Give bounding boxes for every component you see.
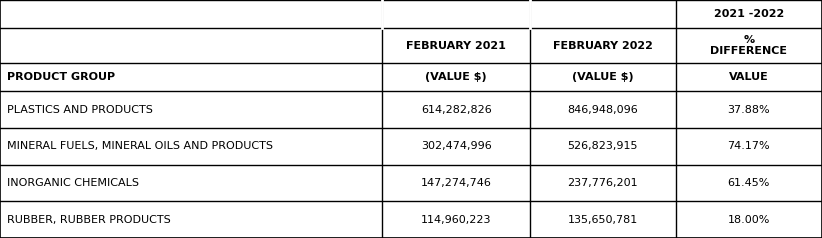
Text: %
DIFFERENCE: % DIFFERENCE [710, 35, 787, 56]
Text: 114,960,223: 114,960,223 [421, 215, 492, 225]
Text: 237,776,201: 237,776,201 [568, 178, 638, 188]
Text: (VALUE $): (VALUE $) [426, 72, 487, 82]
Text: MINERAL FUELS, MINERAL OILS AND PRODUCTS: MINERAL FUELS, MINERAL OILS AND PRODUCTS [7, 141, 273, 151]
Text: PRODUCT GROUP: PRODUCT GROUP [7, 72, 115, 82]
Text: PLASTICS AND PRODUCTS: PLASTICS AND PRODUCTS [7, 105, 152, 115]
Text: FEBRUARY 2021: FEBRUARY 2021 [406, 41, 506, 51]
Text: VALUE: VALUE [729, 72, 769, 82]
Text: INORGANIC CHEMICALS: INORGANIC CHEMICALS [7, 178, 139, 188]
Text: 302,474,996: 302,474,996 [421, 141, 492, 151]
Text: 614,282,826: 614,282,826 [421, 105, 492, 115]
Text: 74.17%: 74.17% [727, 141, 770, 151]
Text: FEBRUARY 2022: FEBRUARY 2022 [553, 41, 653, 51]
Text: 2021 -2022: 2021 -2022 [713, 9, 784, 19]
Text: RUBBER, RUBBER PRODUCTS: RUBBER, RUBBER PRODUCTS [7, 215, 170, 225]
Text: (VALUE $): (VALUE $) [572, 72, 634, 82]
Text: 526,823,915: 526,823,915 [568, 141, 638, 151]
Text: 135,650,781: 135,650,781 [568, 215, 638, 225]
Text: 18.00%: 18.00% [727, 215, 770, 225]
Text: 37.88%: 37.88% [727, 105, 770, 115]
Text: 147,274,746: 147,274,746 [421, 178, 492, 188]
Text: 846,948,096: 846,948,096 [567, 105, 639, 115]
Text: 61.45%: 61.45% [727, 178, 770, 188]
